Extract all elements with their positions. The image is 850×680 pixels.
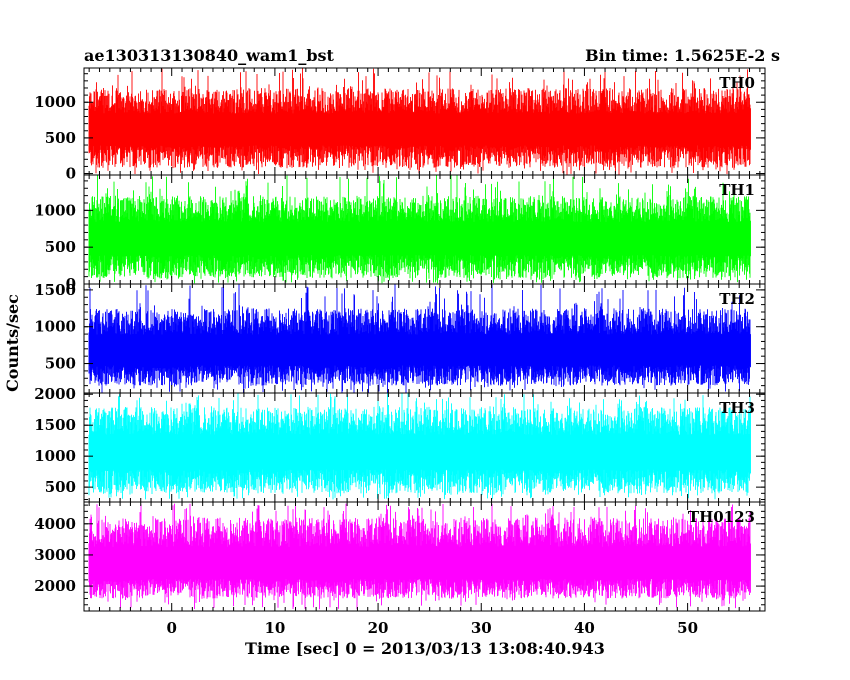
x-axis: 0 10 20 30 40 50 [166,619,698,637]
series-line-th2 [88,284,751,393]
x-tick-label: 30 [471,619,492,637]
series-line-th0 [88,68,751,175]
header-right-title: Bin time: 1.5625E-2 s [585,46,780,65]
y-axis-title: Counts/sec [3,294,22,392]
band-label-th0123: TH0123 [688,508,755,526]
y-tick-label: 2000 [34,385,76,403]
y-tick-label: 500 [45,238,76,256]
band-label-th2: TH2 [719,290,755,308]
y-tick-label: 0 [66,165,76,183]
y-tick-label: 1500 [34,281,76,299]
panel-th3: 500 1000 1500 2000 TH3 [34,385,766,503]
y-tick-label: 500 [45,129,76,147]
x-tick-label: 40 [574,619,595,637]
series-line-th3 [88,393,751,500]
panel-th2: 500 1000 1500 TH2 [34,281,766,394]
x-tick-label: 20 [368,619,389,637]
y-tick-label: 500 [45,355,76,373]
panel-th0123: 2000 3000 4000 TH0123 [34,501,766,612]
y-tick-label: 1500 [34,416,76,434]
band-label-th1: TH1 [719,181,755,199]
series-line-th1 [88,175,751,284]
y-tick-label: 1000 [34,93,76,111]
y-tick-label: 2000 [34,577,76,595]
y-tick-label: 3000 [34,546,76,564]
y-tick-label: 1000 [34,447,76,465]
x-axis-title: Time [sec] 0 = 2013/03/13 13:08:40.943 [245,639,605,658]
header-left-title: ae130313130840_wam1_bst [84,46,335,65]
series-line-th0123 [88,503,751,610]
panel-th0: 0 500 1000 TH0 [34,67,766,183]
x-tick-label: 0 [166,619,176,637]
band-label-th0: TH0 [719,74,755,92]
panel-frame [83,501,766,612]
band-label-th3: TH3 [719,399,755,417]
y-tick-label: 4000 [34,515,76,533]
panels: 0 500 1000 TH0 0 500 1000 TH1 500 1000 1500 TH2 500 1… [34,67,766,612]
x-tick-label: 50 [677,619,698,637]
x-tick-label: 10 [264,619,285,637]
y-tick-label: 1000 [34,318,76,336]
y-tick-label: 0 [66,275,76,293]
panel-th1: 0 500 1000 TH1 [34,174,766,293]
y-tick-label: 500 [45,478,76,496]
y-tick-label: 1000 [34,201,76,219]
